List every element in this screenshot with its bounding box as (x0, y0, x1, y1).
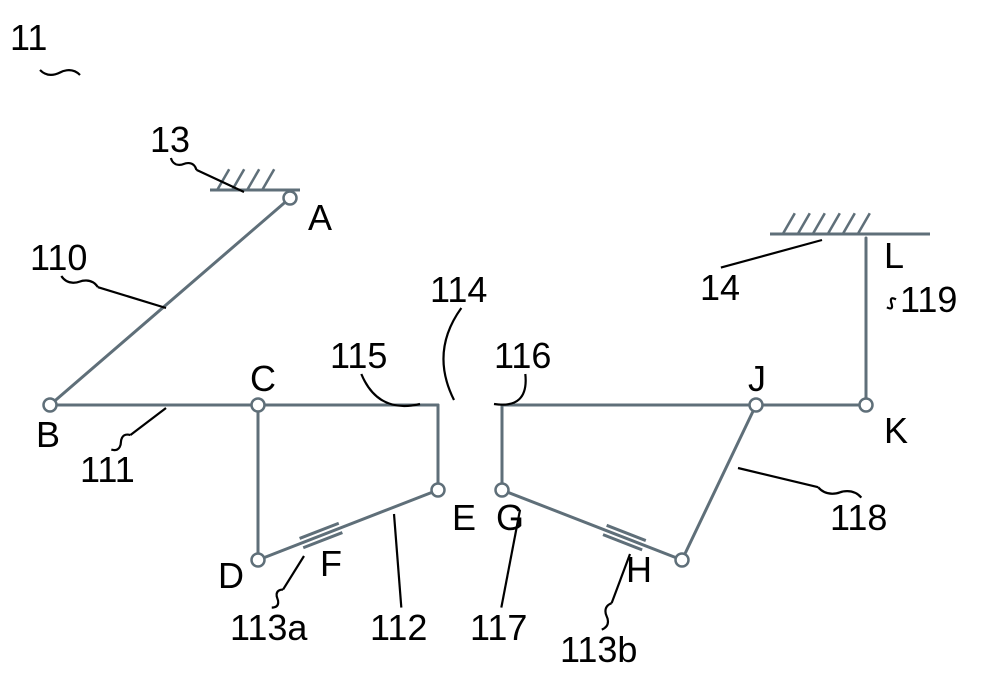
point-label-L: L (884, 235, 904, 276)
joint-I (676, 554, 689, 567)
ref-115: 115 (330, 335, 420, 406)
ref-11: 11 (10, 17, 80, 75)
ref-squiggle (602, 603, 612, 629)
point-label-B: B (36, 414, 60, 455)
joint-K (860, 399, 873, 412)
ref-119: 119 (887, 279, 958, 320)
ref-116: 116 (494, 335, 551, 405)
ground-hatch (247, 169, 259, 190)
ref-label: 110 (30, 237, 87, 278)
ground-hatch (783, 213, 795, 234)
link-112 (258, 490, 438, 560)
ref-squiggle (40, 70, 80, 75)
joint-G (496, 484, 509, 497)
ref-111: 111 (80, 408, 166, 490)
ref-label: 114 (430, 269, 487, 310)
ref-leader (283, 556, 304, 590)
point-label-C: C (250, 358, 276, 399)
ref-label: 111 (80, 449, 135, 490)
point-label-J: J (748, 358, 766, 399)
joint-J (750, 399, 763, 412)
ref-leader (721, 240, 822, 268)
ref-squiggle (887, 298, 896, 308)
link-118 (682, 405, 756, 560)
ref-squiggle (272, 590, 283, 608)
ref-label: 119 (900, 279, 957, 320)
joint-A (284, 192, 297, 205)
ground-hatch (798, 213, 810, 234)
ref-leader-curve (494, 374, 526, 405)
ground-hatch (828, 213, 840, 234)
ref-label: 14 (700, 267, 740, 308)
ref-13: 13 (150, 119, 244, 192)
ref-label: 115 (330, 335, 387, 376)
ref-label: 113b (560, 629, 637, 670)
ground-hatch (843, 213, 855, 234)
point-label-F: F (320, 543, 342, 584)
ref-label: 112 (370, 607, 427, 648)
ref-label: 13 (150, 119, 190, 160)
ref-label: 118 (830, 497, 887, 538)
link-117 (502, 490, 682, 560)
ref-label: 116 (494, 335, 551, 376)
ref-14: 14 (700, 240, 822, 308)
ref-label: 117 (470, 607, 527, 648)
ref-leader (130, 408, 166, 435)
ref-label: 113a (230, 607, 308, 648)
ref-leader (738, 468, 818, 487)
ground-hatch (262, 169, 274, 190)
joint-E (432, 484, 445, 497)
ref-label: 11 (10, 17, 47, 58)
point-label-K: K (884, 410, 908, 451)
point-label-D: D (218, 555, 244, 596)
ref-squiggle (111, 435, 130, 451)
ground-hatch (858, 213, 870, 234)
point-label-G: G (496, 497, 524, 538)
joint-D (252, 554, 265, 567)
ground-hatch (813, 213, 825, 234)
ref-110: 110 (30, 237, 166, 308)
ref-leader (98, 287, 166, 308)
ref-114: 114 (430, 269, 487, 400)
ref-leader-curve (361, 374, 420, 406)
point-label-E: E (452, 497, 476, 538)
joint-C (252, 399, 265, 412)
ref-leader-curve (443, 308, 461, 400)
ref-leader (394, 514, 401, 608)
point-label-A: A (308, 197, 332, 238)
joint-B (44, 399, 57, 412)
ref-118: 118 (738, 468, 887, 538)
ref-112: 112 (370, 514, 427, 648)
